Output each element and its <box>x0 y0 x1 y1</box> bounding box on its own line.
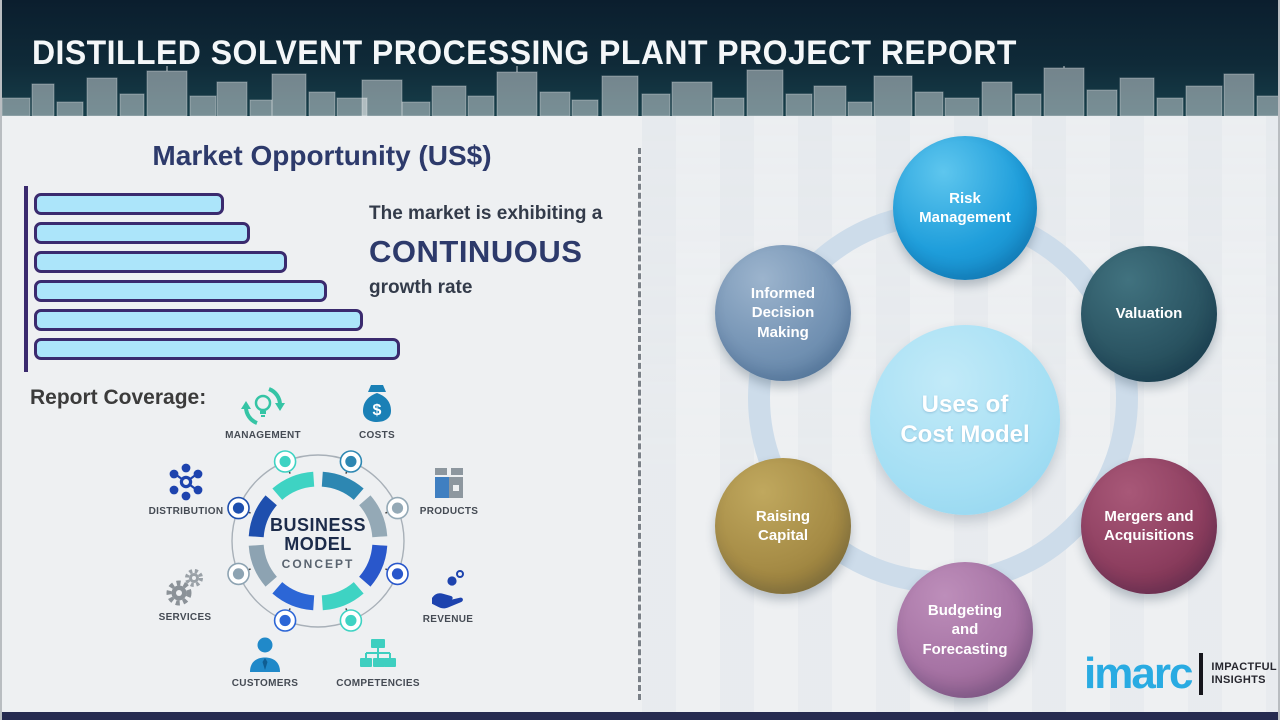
uses-center-circle: Uses of Cost Model <box>870 325 1060 515</box>
coverage-item-competencies: COMPETENCIES <box>323 634 433 689</box>
market-bar <box>34 338 400 360</box>
wheel-line1: BUSINESS <box>269 515 367 535</box>
section-divider <box>638 148 641 700</box>
uses-circle-raising-capital: Raising Capital <box>715 458 851 594</box>
coverage-item-customers: CUSTOMERS <box>210 634 320 689</box>
uses-circle-valuation: Valuation <box>1081 246 1217 382</box>
market-bar <box>34 251 287 273</box>
business-model-center-label: BUSINESS MODEL CONCEPT <box>238 516 398 571</box>
growth-statement: The market is exhibiting a CONTINUOUS gr… <box>369 203 649 299</box>
circle-label: Mergers and Acquisitions <box>1103 507 1194 545</box>
report-coverage-heading: Report Coverage: <box>30 386 207 409</box>
coverage-label: MANAGEMENT <box>225 430 301 441</box>
business-model-wheel <box>227 450 409 632</box>
coverage-label: COMPETENCIES <box>336 678 420 689</box>
circle-label: Valuation <box>1115 305 1183 323</box>
logo-tagline: IMPACTFUL INSIGHTS <box>1211 661 1276 687</box>
coverage-item-products: PRODUCTS <box>394 462 504 517</box>
uses-center-line1: Uses of <box>921 391 1009 418</box>
coverage-item-management: MANAGEMENT <box>208 384 318 441</box>
coverage-item-services: SERVICES <box>130 566 240 623</box>
services-gears-icon <box>166 569 203 606</box>
uses-circle-risk-management: Risk Management <box>893 136 1037 280</box>
coverage-item-costs: $ COSTS <box>322 382 432 441</box>
coverage-label: DISTRIBUTION <box>148 506 224 517</box>
market-bar <box>34 309 364 331</box>
logo-tagline-line2: INSIGHTS <box>1211 674 1266 686</box>
uses-circle-mergers-acquisitions: Mergers and Acquisitions <box>1081 458 1217 594</box>
wheel-line3: CONCEPT <box>281 556 355 571</box>
uses-circle-informed-decision-making: Informed Decision Making <box>715 245 851 381</box>
market-bar <box>34 193 225 215</box>
coverage-label: COSTS <box>359 430 395 441</box>
uses-circle-budgeting-forecasting: Budgeting and Forecasting <box>897 562 1033 698</box>
coverage-label: PRODUCTS <box>419 506 479 517</box>
circle-label: Raising Capital <box>755 507 811 545</box>
market-bar <box>34 280 327 302</box>
circle-label: Informed Decision Making <box>750 284 816 341</box>
distribution-icon <box>169 463 203 501</box>
logo-tagline-line1: IMPACTFUL <box>1211 660 1277 673</box>
customers-person-icon <box>250 637 280 672</box>
revenue-hand-coins-icon <box>432 570 464 609</box>
growth-line1: The market is exhibiting a <box>369 203 603 224</box>
growth-line2: growth rate <box>369 277 473 298</box>
market-bar <box>34 222 250 244</box>
coverage-label: REVENUE <box>422 614 474 625</box>
wheel-line2: MODEL <box>284 533 352 554</box>
logo-divider-bar <box>1199 653 1204 695</box>
svg-text:$: $ <box>373 402 382 419</box>
products-box-icon <box>435 468 463 498</box>
circle-label: Budgeting and Forecasting <box>922 601 1008 658</box>
growth-emphasis: CONTINUOUS <box>369 234 583 269</box>
coverage-label: SERVICES <box>158 612 212 623</box>
imarc-logo: imarc IMPACTFUL INSIGHTS <box>1084 652 1277 696</box>
coverage-item-revenue: REVENUE <box>393 568 503 625</box>
city-skyline-graphic <box>2 66 1278 116</box>
management-icon <box>241 387 285 425</box>
market-opportunity-heading: Market Opportunity (US$) <box>152 140 492 171</box>
money-bag-icon: $ <box>363 385 391 422</box>
uses-center-line2: Cost Model <box>900 421 1030 448</box>
header-banner: DISTILLED SOLVENT PROCESSING PLANT PROJE… <box>2 0 1278 116</box>
imarc-wordmark: imarc <box>1084 649 1193 698</box>
circle-label: Risk Management <box>919 189 1011 227</box>
coverage-item-distribution: DISTRIBUTION <box>131 460 241 517</box>
bottom-accent-bar <box>2 712 1278 720</box>
page-title: DISTILLED SOLVENT PROCESSING PLANT PROJE… <box>32 34 1017 72</box>
competencies-org-chart-icon <box>360 639 396 667</box>
market-opportunity-bar-chart <box>24 186 400 372</box>
coverage-label: CUSTOMERS <box>231 678 299 689</box>
